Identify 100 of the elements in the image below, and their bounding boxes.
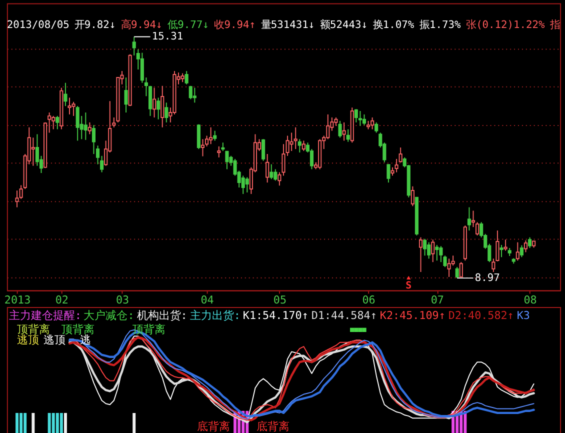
candlestick	[64, 82, 68, 107]
candlestick	[467, 206, 471, 231]
annotation: 换1.07%	[372, 19, 415, 32]
annotation: 底背离	[196, 420, 230, 433]
candlestick	[156, 97, 160, 120]
text: 大户减仓:	[84, 308, 134, 322]
candlestick	[124, 77, 128, 114]
candlestick	[213, 130, 217, 142]
candlestick	[160, 85, 164, 128]
annotation: 顶背离	[61, 322, 94, 336]
annotation: 底背离	[256, 420, 290, 433]
candlestick	[192, 87, 196, 104]
annotation: 8.97	[474, 272, 500, 284]
candlestick	[520, 244, 524, 258]
text: D2:40.582↑	[448, 308, 514, 322]
candlestick	[358, 110, 362, 126]
candlestick	[338, 120, 342, 138]
candlestick	[188, 85, 192, 100]
candlestick	[374, 122, 378, 134]
candlestick	[84, 112, 88, 140]
candlestick	[418, 236, 423, 272]
x-tick-label: 05	[273, 294, 286, 307]
annotation: 逃	[80, 334, 92, 347]
candlestick	[88, 122, 92, 135]
candlestick	[394, 158, 398, 173]
candlestick	[455, 266, 459, 279]
candlestick	[262, 138, 266, 162]
candlestick	[48, 112, 52, 134]
text: K2:45.109↑	[380, 308, 446, 322]
candlestick	[435, 244, 439, 262]
candlestick	[447, 258, 451, 278]
candlestick	[209, 126, 213, 145]
candlestick	[500, 244, 504, 258]
candlestick	[528, 236, 532, 248]
candlestick	[476, 222, 480, 236]
candlestick	[410, 186, 414, 207]
x-tick-label: 02	[55, 294, 68, 307]
candlestick	[152, 87, 156, 118]
x-tick-label: 08	[524, 294, 537, 307]
candlestick	[504, 239, 508, 252]
candlestick	[386, 164, 390, 184]
candlestick	[298, 138, 302, 153]
candlestick	[294, 126, 298, 150]
annotation: 额52443↓	[320, 19, 368, 32]
annotation: 15.31	[152, 30, 184, 43]
candlestick	[200, 138, 205, 157]
text: 指	[549, 19, 560, 32]
annotation: 开9.82↓	[74, 19, 116, 32]
candlestick	[398, 147, 402, 163]
candlestick	[245, 176, 249, 193]
candlestick	[451, 255, 455, 266]
annotation: 张(0.12)1.22%	[466, 19, 546, 32]
candlestick	[346, 128, 350, 142]
annotation: 逃顶	[44, 334, 66, 347]
candlestick	[342, 122, 346, 142]
candlestick	[225, 150, 229, 170]
candlestick	[148, 85, 152, 116]
candlestick	[92, 124, 96, 154]
candlestick	[72, 101, 76, 116]
candlestick	[471, 210, 476, 228]
candlestick	[184, 70, 188, 85]
candlestick	[423, 238, 427, 256]
candlestick	[68, 97, 72, 115]
annotation: 收9.94↑	[214, 19, 256, 32]
candlestick	[302, 140, 306, 152]
x-tick-label: 2013	[4, 294, 31, 307]
candlestick	[204, 135, 209, 147]
annotation: 振1.73%	[419, 19, 462, 32]
x-tick-label: 07	[430, 294, 444, 307]
candlestick	[52, 115, 56, 130]
candlestick	[31, 137, 35, 166]
candlestick	[266, 154, 270, 184]
candlestick	[56, 115, 60, 130]
candlestick	[431, 239, 435, 263]
candlestick	[196, 124, 200, 150]
candlestick	[370, 116, 374, 130]
candlestick	[274, 168, 278, 182]
data-label: S	[406, 280, 412, 292]
candlestick	[132, 36, 136, 56]
text: 主力建仓提醒:	[8, 308, 82, 322]
candlestick	[516, 242, 520, 262]
candlestick	[217, 146, 221, 158]
candlestick	[310, 148, 314, 170]
annotation: 低9.77↓	[168, 19, 209, 32]
candlestick	[164, 102, 168, 123]
annotation: 2013/08/05	[6, 19, 70, 32]
x-tick-label: 06	[362, 294, 376, 307]
text: 机构出货:	[136, 308, 188, 322]
text: K1:54.170↑	[242, 308, 308, 322]
annotation: 逃顶	[16, 334, 39, 347]
x-tick-label: 03	[116, 294, 130, 307]
candlestick	[427, 242, 431, 260]
candlestick	[76, 106, 80, 142]
candlestick	[459, 262, 463, 278]
candlestick	[270, 164, 274, 180]
candlestick	[241, 175, 245, 194]
candlestick	[524, 240, 528, 253]
annotation: 高9.94↓	[121, 19, 162, 32]
candlestick	[354, 108, 358, 123]
candlestick	[362, 114, 366, 126]
